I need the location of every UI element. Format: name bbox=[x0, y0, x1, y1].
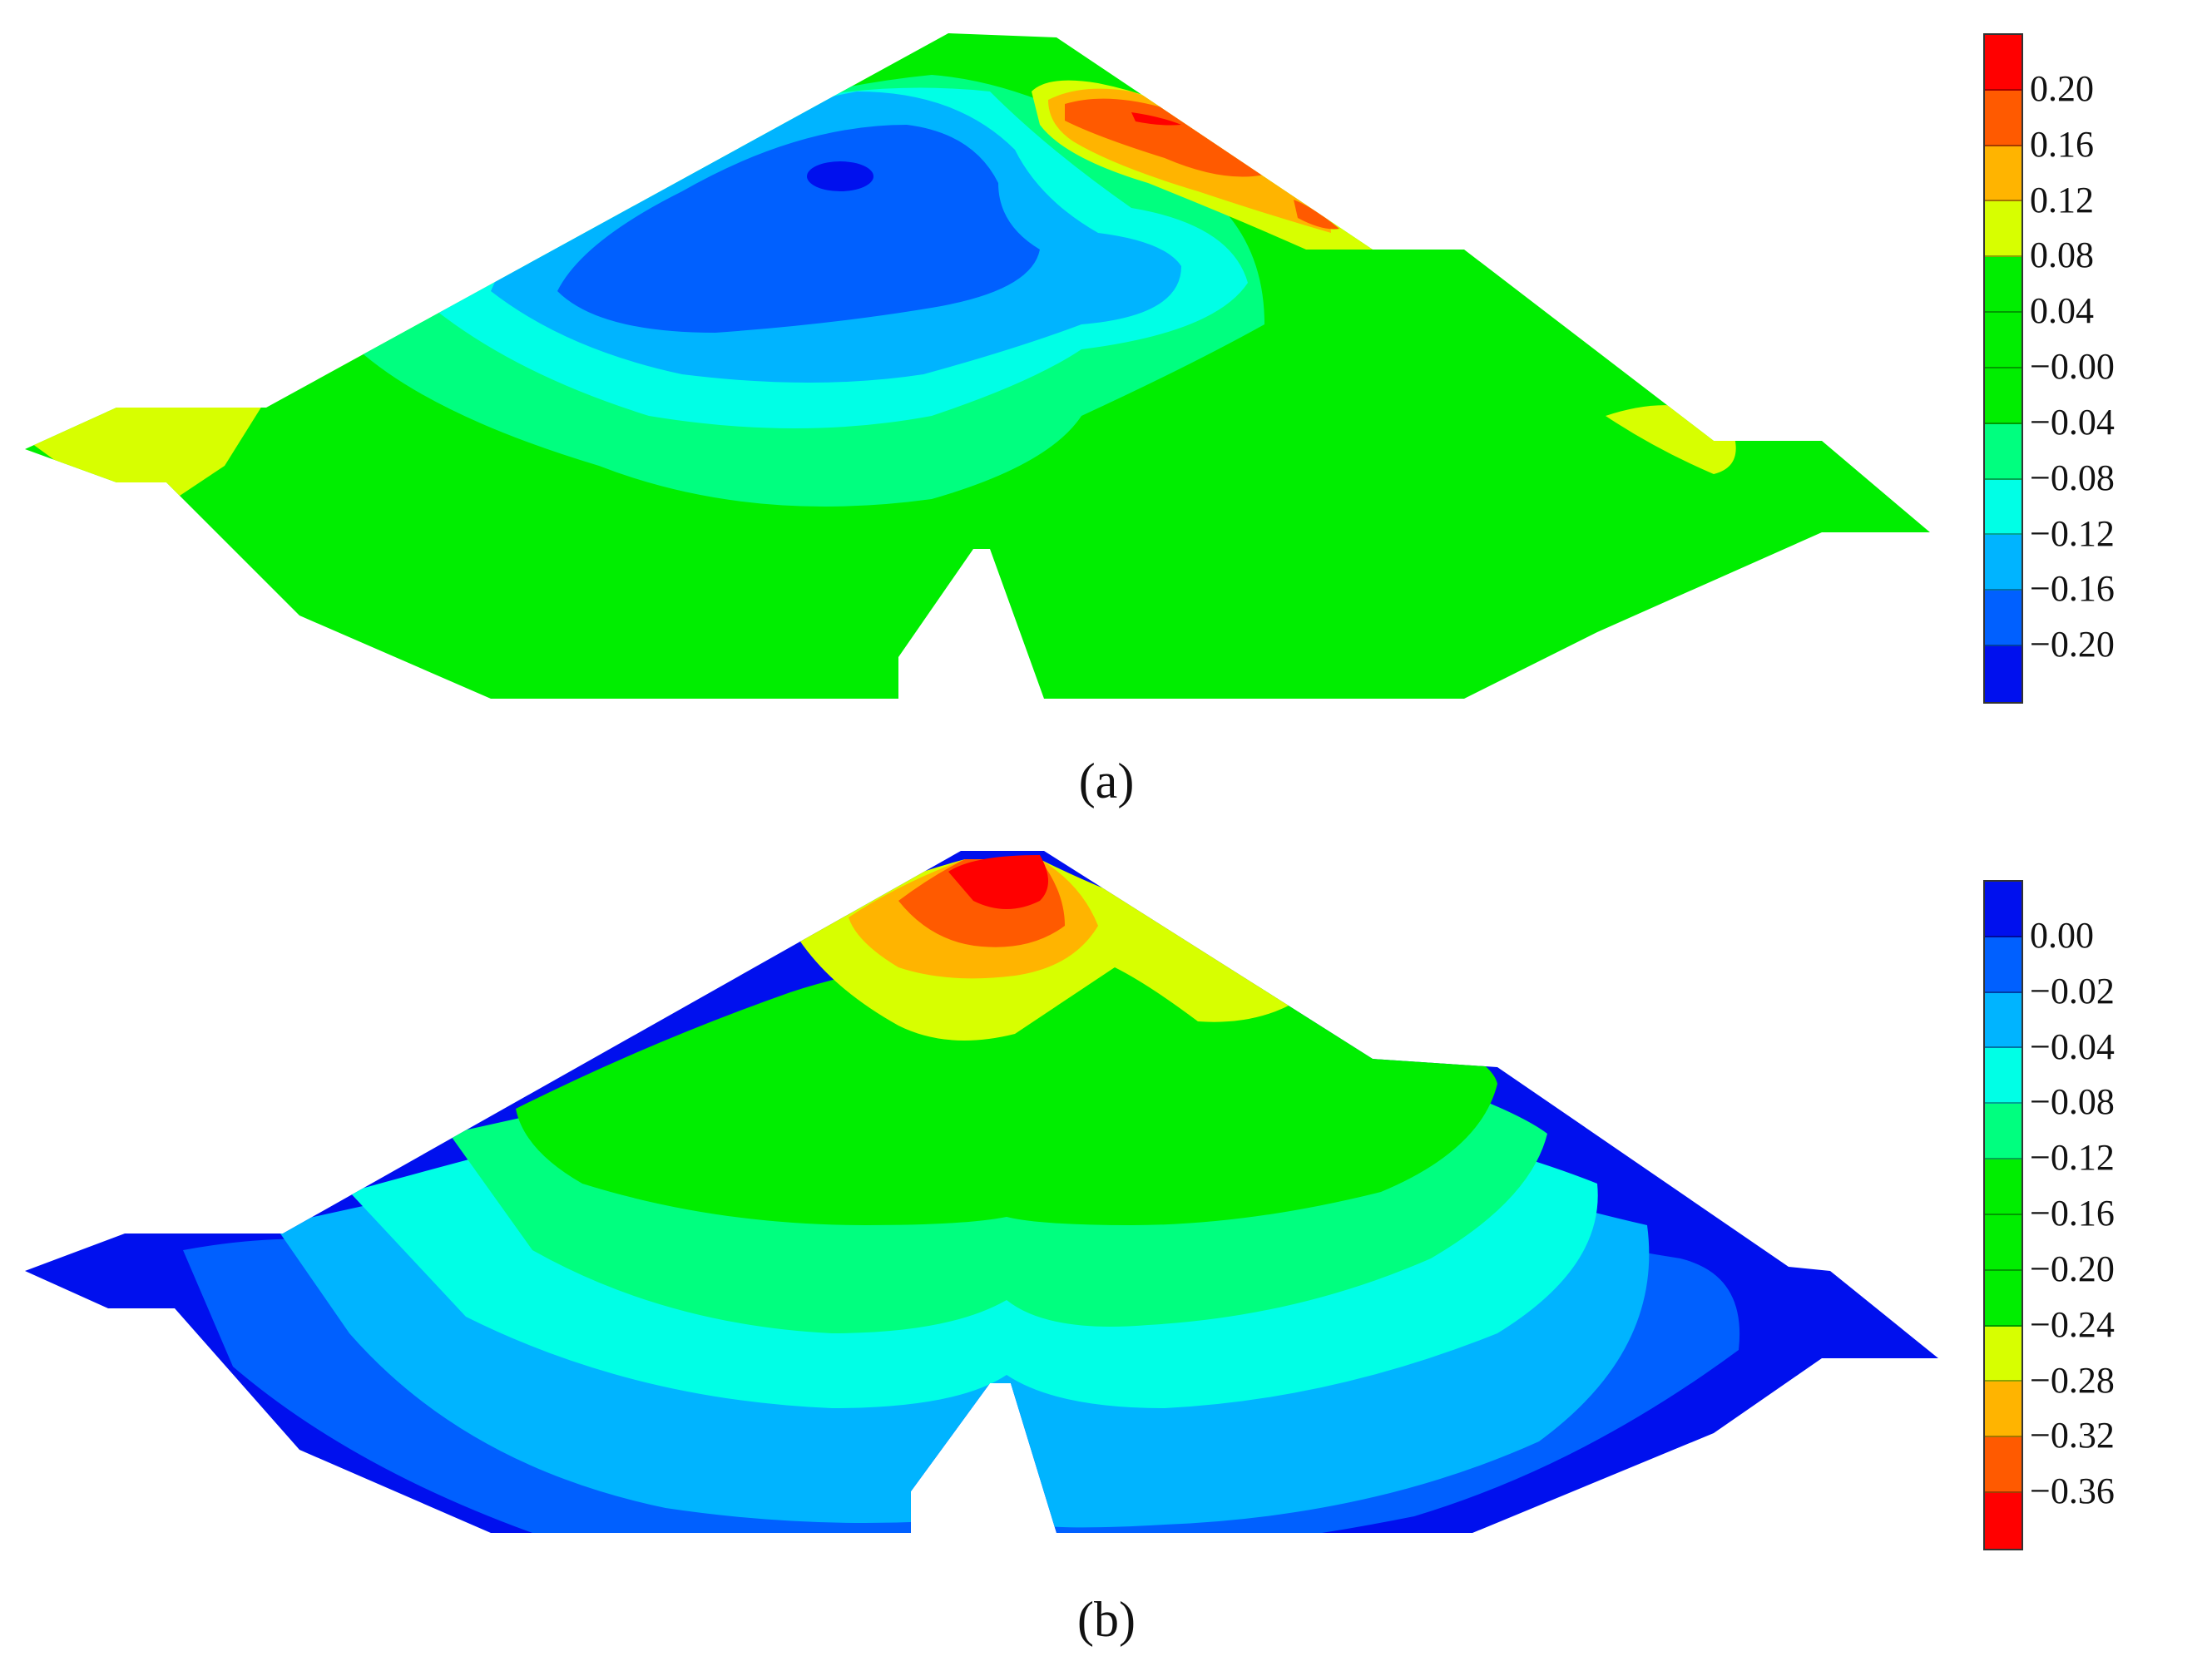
panel-label-a: (a) bbox=[1078, 754, 1135, 808]
colorbar-tick-label: 0.16 bbox=[2030, 123, 2094, 165]
colorbar-band bbox=[1985, 1270, 2021, 1327]
colorbar-tick-label: −0.08 bbox=[2030, 1081, 2115, 1123]
colorbar-tick-label: −0.20 bbox=[2030, 624, 2115, 665]
colorbar-band bbox=[1985, 992, 2021, 1049]
panel-b: 0.00 −0.02 −0.04 −0.08 −0.12 −0.16 −0.20 −0.24 −… bbox=[0, 834, 2212, 1647]
colorbar-b bbox=[1983, 880, 2023, 1550]
colorbar-band bbox=[1985, 423, 2021, 480]
colorbar-tick-label: −0.20 bbox=[2030, 1248, 2115, 1289]
colorbar-band bbox=[1985, 257, 2021, 314]
colorbar-tick-label: −0.24 bbox=[2030, 1303, 2115, 1345]
colorbar-band bbox=[1985, 90, 2021, 146]
panel-label-b: (b) bbox=[1077, 1592, 1136, 1647]
colorbar-band bbox=[1985, 646, 2021, 702]
colorbar-band bbox=[1985, 882, 2021, 937]
colorbar-band bbox=[1985, 479, 2021, 536]
colorbar-band bbox=[1985, 368, 2021, 424]
colorbar-band bbox=[1985, 1104, 2021, 1160]
colorbar-band bbox=[1985, 313, 2021, 368]
colorbar-tick-label: 0.20 bbox=[2030, 67, 2094, 109]
colorbar-a bbox=[1983, 33, 2023, 704]
colorbar-band bbox=[1985, 201, 2021, 258]
colorbar-tick-label: 0.08 bbox=[2030, 235, 2094, 276]
colorbar-band bbox=[1985, 1048, 2021, 1105]
colorbar-tick-label: −0.32 bbox=[2030, 1415, 2115, 1456]
colorbar-tick-label: 0.04 bbox=[2030, 290, 2094, 332]
colorbar-tick-label: −0.00 bbox=[2030, 346, 2115, 387]
colorbar-tick-label: −0.16 bbox=[2030, 568, 2115, 610]
colorbar-band bbox=[1985, 1493, 2021, 1549]
colorbar-tick-label: −0.02 bbox=[2030, 970, 2115, 1011]
colorbar-band bbox=[1985, 591, 2021, 647]
colorbar-tick-label: −0.16 bbox=[2030, 1193, 2115, 1234]
colorbar-band bbox=[1985, 35, 2021, 91]
colorbar-band bbox=[1985, 1437, 2021, 1494]
colorbar-band bbox=[1985, 1214, 2021, 1271]
colorbar-tick-label: −0.12 bbox=[2030, 512, 2115, 554]
colorbar-band bbox=[1985, 146, 2021, 202]
colorbar-band bbox=[1985, 535, 2021, 591]
colorbar-tick-label: −0.28 bbox=[2030, 1359, 2115, 1401]
colorbar-tick-label: −0.04 bbox=[2030, 401, 2115, 442]
colorbar-band bbox=[1985, 1326, 2021, 1382]
colorbar-tick-label: −0.04 bbox=[2030, 1026, 2115, 1067]
colorbar-tick-label: 0.00 bbox=[2030, 914, 2094, 956]
colorbar-tick-label: 0.12 bbox=[2030, 179, 2094, 220]
colorbar-tick-label: −0.08 bbox=[2030, 457, 2115, 498]
colorbar-tick-label: −0.36 bbox=[2030, 1471, 2115, 1512]
colorbar-band bbox=[1985, 1382, 2021, 1438]
panel-a: 0.20 0.16 0.12 0.08 0.04 −0.00 −0.04 −0.08 −0.12… bbox=[0, 0, 2212, 808]
colorbar-tick-label: −0.12 bbox=[2030, 1137, 2115, 1179]
colorbar-band bbox=[1985, 1159, 2021, 1215]
colorbar-band bbox=[1985, 937, 2021, 993]
